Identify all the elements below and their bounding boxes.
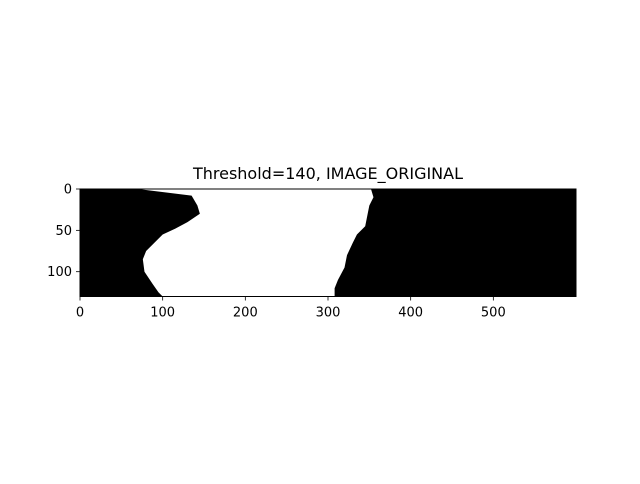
plot-title: Threshold=140, IMAGE_ORIGINAL xyxy=(192,164,464,183)
y-tick-label: 50 xyxy=(55,224,72,239)
x-tick-label: 100 xyxy=(150,306,175,321)
x-tick-label: 400 xyxy=(398,306,423,321)
x-tick-label: 500 xyxy=(481,306,506,321)
right-black-region xyxy=(334,189,576,297)
x-tick-label: 200 xyxy=(233,306,258,321)
left-black-region xyxy=(80,189,200,297)
image-layer xyxy=(80,189,576,297)
y-tick-label: 0 xyxy=(64,183,72,198)
x-axis: 0 100 200 300 400 500 xyxy=(76,296,506,321)
x-tick-label: 0 xyxy=(76,306,84,321)
y-tick-label: 100 xyxy=(47,265,72,280)
x-tick-label: 300 xyxy=(316,306,341,321)
y-axis: 0 50 100 xyxy=(47,183,80,280)
